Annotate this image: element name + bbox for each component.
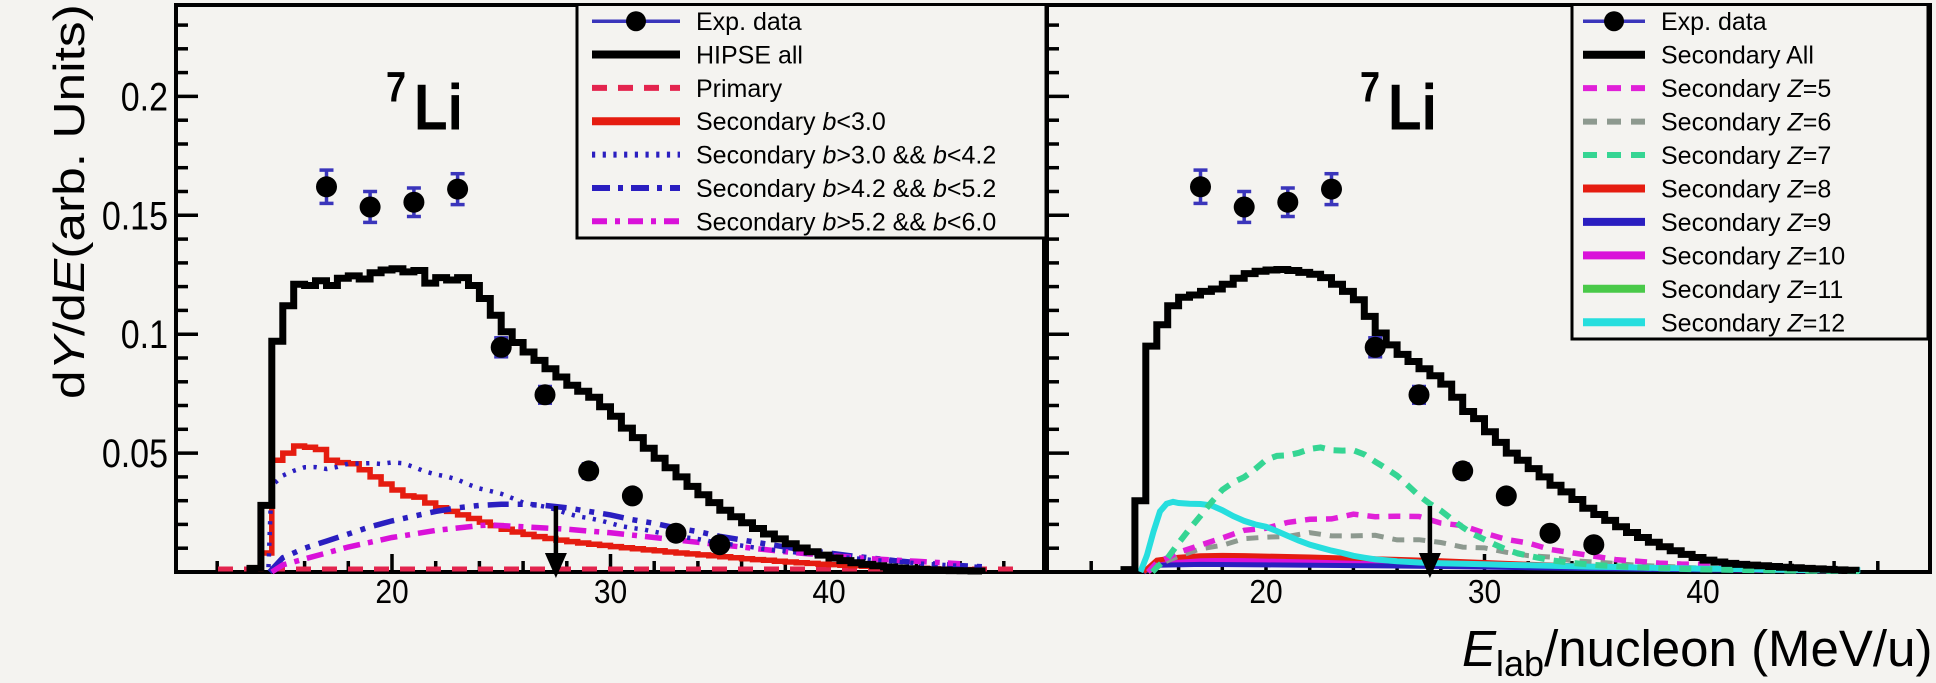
svg-text:Secondary Z=5: Secondary Z=5 bbox=[1661, 75, 1831, 103]
svg-text:7: 7 bbox=[1360, 64, 1380, 111]
svg-text:40: 40 bbox=[812, 572, 845, 610]
svg-text:Li: Li bbox=[414, 71, 463, 143]
svg-text:30: 30 bbox=[1468, 572, 1501, 610]
svg-text:Elab/nucleon (MeV/u): Elab/nucleon (MeV/u) bbox=[1462, 620, 1932, 683]
svg-text:0.2: 0.2 bbox=[121, 75, 168, 119]
svg-text:Exp. data: Exp. data bbox=[696, 8, 802, 36]
svg-text:Secondary Z=10: Secondary Z=10 bbox=[1661, 242, 1845, 270]
svg-text:Secondary b>5.2 && b<6.0: Secondary b>5.2 && b<6.0 bbox=[696, 208, 996, 236]
svg-text:Secondary b<3.0: Secondary b<3.0 bbox=[696, 108, 886, 136]
svg-text:Secondary Z=7: Secondary Z=7 bbox=[1661, 142, 1831, 170]
svg-text:HIPSE all: HIPSE all bbox=[696, 42, 803, 70]
svg-text:Secondary Z=11: Secondary Z=11 bbox=[1661, 276, 1843, 304]
svg-text:Primary: Primary bbox=[696, 75, 783, 103]
svg-text:Secondary b>4.2 && b<5.2: Secondary b>4.2 && b<5.2 bbox=[696, 175, 996, 203]
svg-text:Secondary Z=9: Secondary Z=9 bbox=[1661, 209, 1831, 237]
svg-text:Secondary All: Secondary All bbox=[1661, 42, 1814, 70]
svg-text:Secondary Z=12: Secondary Z=12 bbox=[1661, 309, 1845, 337]
svg-text:Secondary Z=8: Secondary Z=8 bbox=[1661, 176, 1831, 204]
svg-text:Li: Li bbox=[1388, 71, 1437, 143]
svg-text:Exp. data: Exp. data bbox=[1661, 8, 1767, 36]
svg-text:40: 40 bbox=[1686, 572, 1719, 610]
svg-text:dY/dE(arb. Units): dY/dE(arb. Units) bbox=[45, 4, 94, 399]
svg-text:20: 20 bbox=[375, 572, 408, 610]
svg-text:0.05: 0.05 bbox=[102, 432, 168, 476]
svg-text:30: 30 bbox=[594, 572, 627, 610]
svg-text:Secondary Z=6: Secondary Z=6 bbox=[1661, 109, 1831, 137]
svg-text:0.1: 0.1 bbox=[121, 313, 168, 357]
svg-text:Secondary b>3.0 && b<4.2: Secondary b>3.0 && b<4.2 bbox=[696, 142, 996, 170]
svg-text:20: 20 bbox=[1249, 572, 1282, 610]
svg-text:7: 7 bbox=[386, 64, 406, 111]
svg-text:0.15: 0.15 bbox=[102, 194, 168, 238]
